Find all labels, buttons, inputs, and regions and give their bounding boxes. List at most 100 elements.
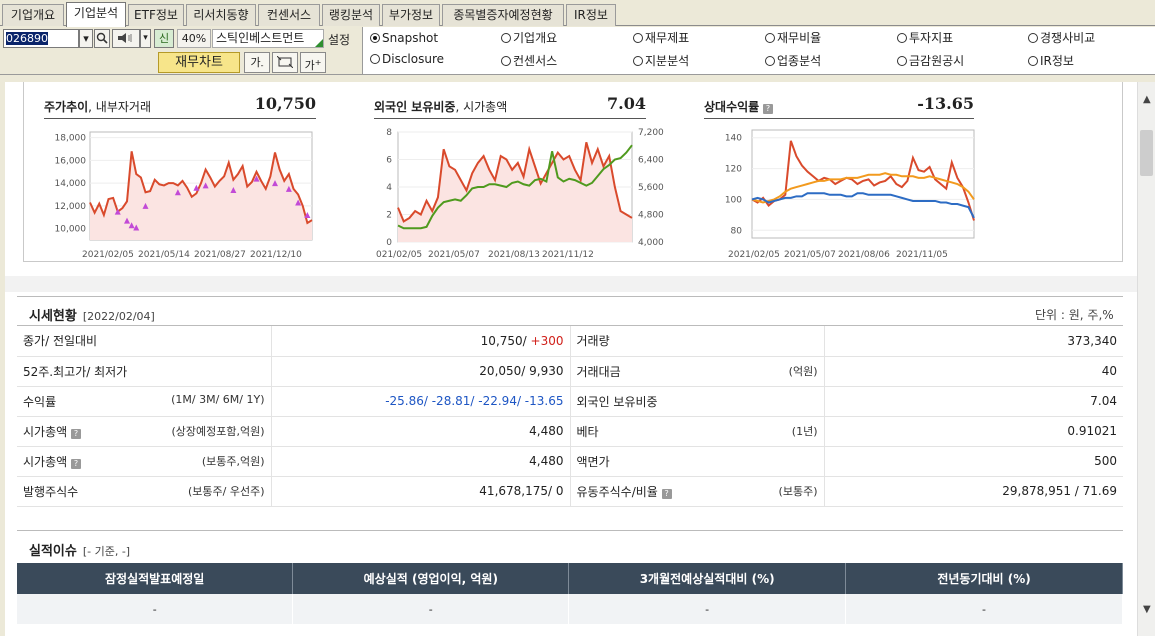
foreign-chart-title: 외국인 보유비중, 시가총액 (374, 100, 508, 114)
radio-checked-icon (370, 33, 380, 43)
expand-icon[interactable] (272, 52, 298, 73)
table-cell: - (568, 594, 847, 624)
divider (17, 296, 1123, 297)
tab-company-analysis[interactable]: 기업분석 (66, 2, 126, 27)
table-cell: - (17, 594, 294, 624)
table-cell: - (292, 594, 570, 624)
insider-trade-marker (295, 199, 302, 206)
price-line (89, 151, 313, 225)
help-icon[interactable]: ? (661, 488, 672, 499)
insider-trade-marker (193, 184, 200, 191)
tab-ir-info[interactable]: IR정보 (566, 4, 616, 26)
speaker-dropdown-icon[interactable]: ▾ (140, 29, 151, 48)
price-chart-title: 주가추이, 내부자거래 (44, 100, 152, 114)
column-header: 전년동기대비 (%) (845, 563, 1123, 594)
relative-return-chart: 140 120 100 80 2021/02/05 2021/05/07 2021/08/0… (725, 129, 975, 260)
table-cell: - (845, 594, 1123, 624)
radio-company-overview[interactable]: 기업개요 (501, 31, 557, 45)
tab-company-overview[interactable]: 기업개요 (2, 4, 64, 26)
foreign-ownership-line (397, 144, 633, 230)
row-label: 52주.최고가/ 최저가 (17, 356, 271, 387)
relative-return-chart-title: 상대수익률 ? (704, 98, 774, 115)
y-tick-label: 14,000 (55, 179, 87, 189)
radio-ownership-analysis[interactable]: 지분분석 (633, 54, 689, 68)
row-label: 발행주식수 (보통주/ 우선주) (17, 476, 271, 507)
row-value: 4,480 (270, 446, 571, 477)
y-tick-label: 12,000 (55, 202, 87, 212)
insider-trade-marker (202, 182, 209, 189)
column-header: 잠정실적발표예정일 (17, 563, 294, 594)
y-tick-label-left: 4 (386, 183, 392, 193)
vertical-scrollbar[interactable]: ▲ ▼ (1137, 82, 1155, 636)
row-label: 유동주식수/비율 ? (보통주) (570, 476, 824, 507)
table-row: 시가총액 ? (보통주,억원) 4,480 액면가 500 (17, 446, 1123, 477)
row-value: 7.04 (823, 386, 1123, 417)
radio-industry-analysis[interactable]: 업종분석 (765, 54, 821, 68)
insider-trade-marker (114, 208, 121, 215)
table-row: 수익률 (1M/ 3M/ 6M/ 1Y) -25.86/ -28.81/ -22.9… (17, 386, 1123, 417)
help-icon[interactable]: ? (71, 428, 81, 439)
y-tick-label-left: 8 (386, 128, 392, 138)
x-tick-label: 2021/08/06 (838, 250, 890, 260)
help-icon[interactable]: ? (763, 104, 774, 114)
tab-capital-increase-schedule[interactable]: 종목별증자예정현황 (442, 4, 564, 26)
row-label: 거래량 (570, 326, 824, 357)
row-value: 29,878,951 / 71.69 (823, 476, 1123, 507)
stock-name-field[interactable]: 스틱인베스트먼트 (212, 29, 324, 48)
divider (17, 325, 1123, 326)
scroll-up-icon[interactable]: ▲ (1143, 94, 1151, 105)
insider-trade-marker (174, 189, 181, 196)
relative-return-value: -13.65 (917, 94, 974, 113)
radio-snapshot[interactable]: Snapshot (370, 31, 438, 45)
radio-financial-statements[interactable]: 재무제표 (633, 31, 689, 45)
x-tick-label: 2021/08/13 (488, 250, 540, 260)
financial-chart-button[interactable]: 재무차트 (158, 52, 240, 73)
help-icon[interactable]: ? (71, 458, 81, 469)
y-tick-label: 18,000 (55, 134, 87, 144)
tab-etf-info[interactable]: ETF정보 (128, 4, 184, 26)
row-value: -25.86/ -28.81/ -22.94/ -13.65 (270, 386, 571, 417)
divider (44, 118, 316, 119)
x-tick-label: 2021/11/12 (542, 250, 594, 260)
tab-consensus[interactable]: 컨센서스 (258, 4, 320, 26)
radio-investment-indicators[interactable]: 투자지표 (897, 31, 953, 45)
row-value: 4,480 (270, 416, 571, 447)
top-tab-bar: 기업개요 기업분석 ETF정보 리서치동향 컨센서스 랭킹분석 부가정보 종목별… (0, 0, 1155, 27)
font-decrease-button[interactable]: 가- (244, 52, 270, 73)
row-label: 시가총액 ? (상장예정포함,억원) (17, 416, 271, 447)
y-tick-label-right: 6,400 (638, 156, 664, 166)
tab-research-trend[interactable]: 리서치동향 (186, 4, 256, 26)
y-tick-label-left: 0 (386, 238, 392, 248)
row-label: 종가/ 전일대비 (17, 326, 271, 357)
stock-return-line (751, 140, 975, 221)
scrollbar-thumb[interactable] (1140, 130, 1153, 176)
y-tick-label-right: 5,600 (638, 183, 664, 193)
x-tick-label: 2021/08/27 (194, 250, 246, 260)
code-dropdown-button[interactable]: ▾ (79, 29, 93, 48)
tab-additional-info[interactable]: 부가정보 (382, 4, 440, 26)
plot-area (751, 129, 975, 239)
stock-code-input[interactable]: 026890 (3, 29, 79, 48)
market-status-table: 종가/ 전일대비 10,750/ +300 거래량 373,340 52주.최고가/ 최… (17, 326, 1123, 507)
font-increase-button[interactable]: 가+ (300, 52, 326, 73)
divider (704, 118, 974, 119)
industry-return-line (751, 192, 975, 219)
radio-fss-disclosure[interactable]: 금감원공시 (897, 54, 964, 68)
radio-peer-comparison[interactable]: 경쟁사비교 (1028, 31, 1095, 45)
settings-label[interactable]: 설정 (328, 33, 351, 47)
scroll-down-icon[interactable]: ▼ (1143, 604, 1151, 615)
insider-trade-marker (285, 185, 292, 192)
radio-disclosure[interactable]: Disclosure (370, 52, 444, 66)
radio-consensus[interactable]: 컨센서스 (501, 54, 557, 68)
search-icon[interactable] (94, 29, 110, 48)
tab-ranking-analysis[interactable]: 랭킹분석 (322, 4, 380, 26)
snapshot-content: 주가추이, 내부자거래 10,750 18,000 16,000 14,000 12,… (5, 82, 1137, 636)
insider-trade-marker (133, 224, 140, 231)
speaker-icon[interactable] (112, 29, 140, 48)
row-value: 500 (823, 446, 1123, 477)
row-value: 10,750/ +300 (270, 326, 571, 357)
y-tick-label: 10,000 (55, 225, 87, 235)
radio-ir-info[interactable]: IR정보 (1028, 54, 1074, 68)
insider-trade-marker (304, 211, 311, 218)
radio-financial-ratios[interactable]: 재무비율 (765, 31, 821, 45)
